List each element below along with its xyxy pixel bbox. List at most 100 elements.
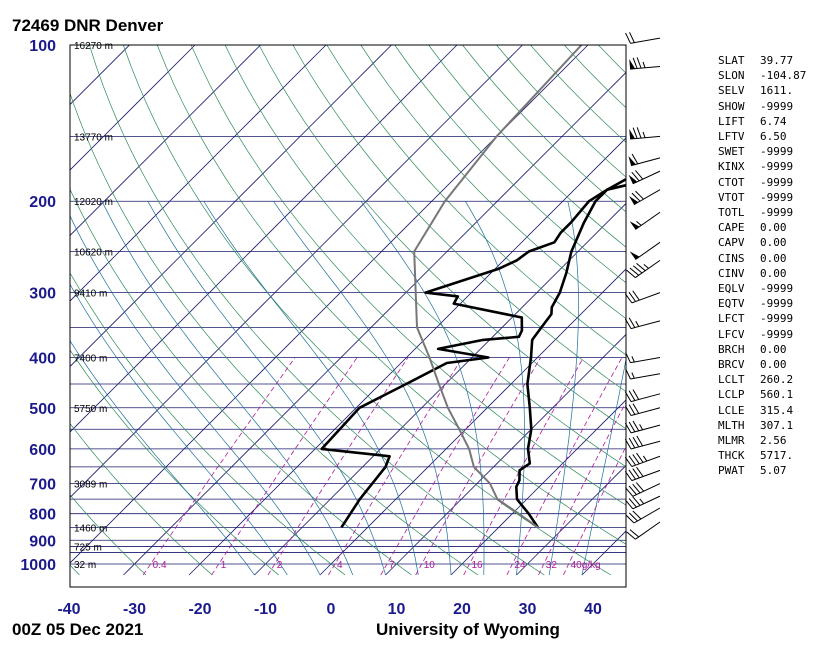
height-label: 16270 m [74,41,113,52]
isotherm-line [70,45,392,368]
mixing-ratio-line [415,357,542,576]
index-value: 0.00 [760,236,787,250]
mixing-ratio-label: 7 [389,560,395,571]
moist-adiabat [203,201,419,576]
index-row: LFTV 6.50 [718,129,806,144]
y-tick-label: 600 [29,442,56,459]
index-key: LFTV [718,130,745,144]
index-row: EQTV -9999 [718,296,806,311]
y-tick-label: 900 [29,533,56,550]
moist-adiabat [360,200,485,575]
index-key: LIFT [718,114,745,128]
index-key: BRCH [718,342,745,356]
height-label: 12020 m [74,197,113,208]
index-value: -9999 [760,297,794,311]
index-value: -9999 [760,190,794,204]
index-value: 0.00 [760,342,787,356]
y-tick-label: 1000 [20,557,56,574]
height-label: 3089 m [74,480,107,491]
index-key: LFCT [718,312,745,326]
x-tick-label: 0 [327,601,336,618]
index-key: CAPE [718,221,745,235]
mixing-ratio-line [142,357,296,576]
height-label: 9410 m [74,289,107,300]
mixing-ratio-label: 1 [221,560,227,571]
moist-adiabat [464,201,525,576]
isotherm-line [70,45,458,433]
x-tick-label: 30 [519,601,537,618]
index-row: THCK 5717. [718,448,806,463]
isotherm-line [0,45,64,575]
index-row: EQLV -9999 [718,281,806,296]
index-value: 0.00 [760,266,787,280]
index-key: LCLT [718,373,745,387]
index-row: LCLP 560.1 [718,387,806,402]
moist-adiabat [147,201,386,576]
isotherm-line [385,333,626,576]
index-row: LFCV -9999 [718,327,806,342]
index-key: VTOT [718,190,745,204]
wind-barb [625,495,661,510]
isotherm-line [188,137,626,576]
wind-barb [626,259,661,278]
wind-barb [625,352,661,364]
height-label: 13770 m [74,132,113,143]
dry-adiabat [70,92,479,576]
mixing-ratio-line [267,357,409,576]
index-value: 39.77 [760,54,794,67]
station-title: 72469 DNR Denver [12,16,164,35]
dry-adiabat [394,45,626,284]
index-key: BRCV [718,358,745,372]
index-value: 560.1 [760,388,794,402]
index-value: -9999 [760,175,794,189]
mixing-ratio-label: 40g/kg [571,560,601,571]
wind-barb [624,403,661,417]
wind-barb [628,153,661,167]
wind-barb [626,521,661,540]
moist-adiabat [273,200,452,576]
dry-adiabat [156,45,626,545]
index-value: 315.4 [760,403,794,417]
x-tick-label: -10 [254,601,277,618]
index-value: -9999 [760,312,794,326]
index-key: LCLE [718,403,745,417]
dry-adiabat [70,564,80,576]
index-key: EQLV [718,282,745,296]
series-temperature-line [514,177,626,529]
wind-barb [629,57,661,70]
dry-adiabat [258,45,626,430]
credit-label: University of Wyoming [376,620,560,639]
series-dewpoint-line [320,183,626,529]
index-row: CAPE 0.00 [718,220,806,235]
isotherm-line [70,45,196,171]
wind-barb [625,368,661,380]
index-value: 6.74 [760,114,787,128]
index-key: SELV [718,84,745,98]
x-tick-label: -30 [123,601,146,618]
index-key: KINX [718,160,745,174]
index-key: THCK [718,449,745,463]
mixing-ratio-label: 16 [471,560,483,571]
y-tick-label: 200 [29,194,56,211]
wind-barb [624,452,661,467]
isotherm-line [123,71,626,576]
index-row: SWET -9999 [718,144,806,159]
isotherm-line [70,45,523,499]
index-row: SHOW -9999 [718,99,806,114]
mixing-ratio-line [506,357,623,576]
wind-barb [629,241,661,260]
index-row: LCLT 260.2 [718,372,806,387]
height-label: 1460 m [74,523,107,534]
dry-adiabat [292,45,626,393]
index-row: KINX -9999 [718,159,806,174]
isotherm-line [450,399,626,576]
profile-lines [320,45,626,529]
index-value: 6.50 [760,130,787,144]
x-tick-label: 10 [388,601,406,618]
index-row: MLTH 307.1 [718,418,806,433]
wind-barb [628,170,661,185]
wind-barb [625,507,661,524]
wind-barb [624,290,661,304]
dry-adiabat [89,45,545,576]
